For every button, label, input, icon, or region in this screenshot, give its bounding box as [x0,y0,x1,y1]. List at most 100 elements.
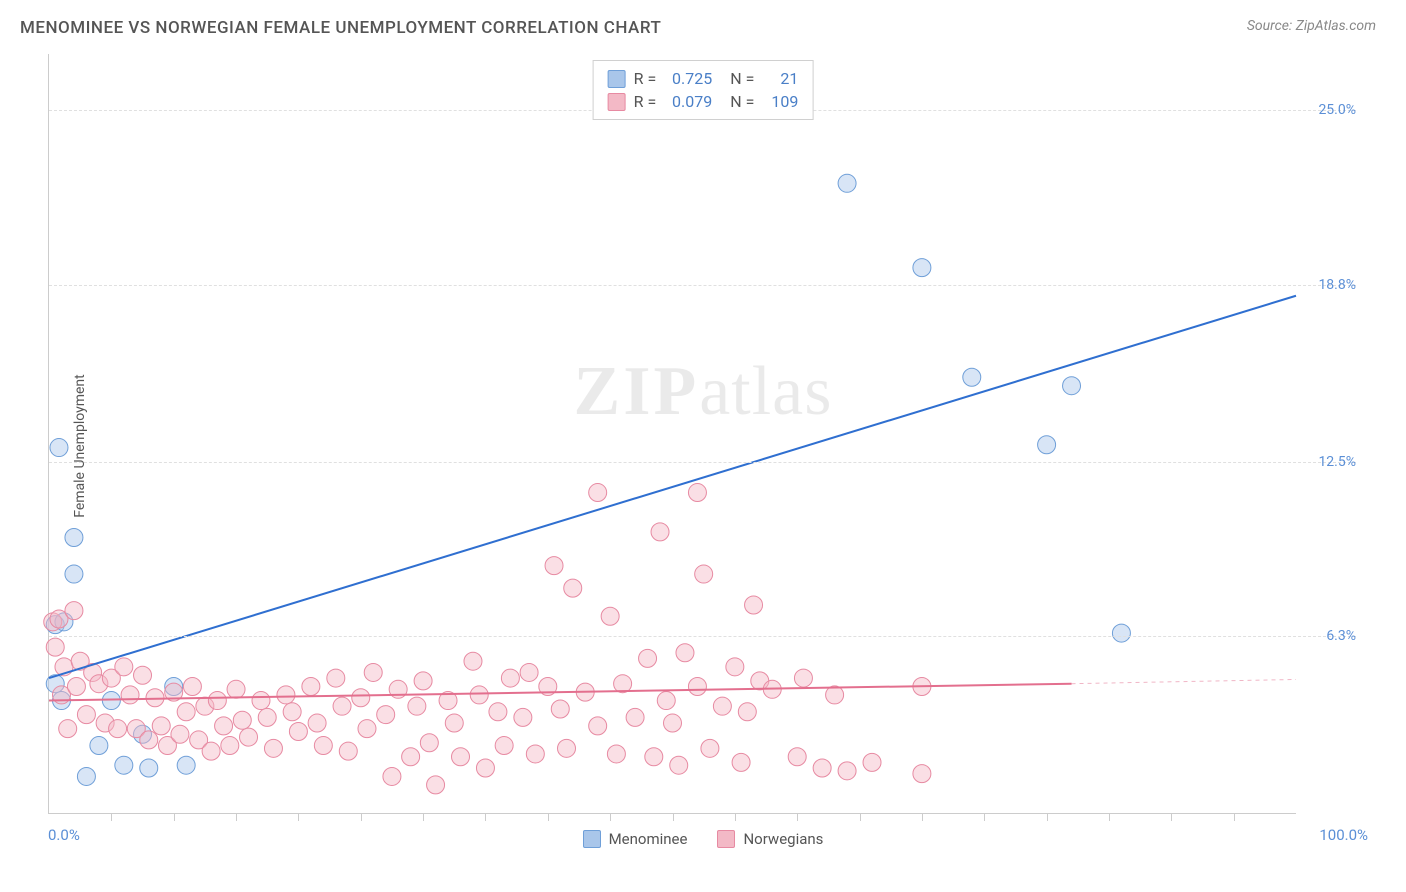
data-point [420,734,438,752]
data-point [171,725,189,743]
x-tick [1109,813,1110,821]
data-point [333,697,351,715]
data-point [688,678,706,696]
data-point [695,565,713,583]
data-point [732,753,750,771]
data-point [495,737,513,755]
data-point [614,675,632,693]
x-tick [673,813,674,821]
data-point [688,484,706,502]
data-point [67,678,85,696]
data-point [1038,436,1056,454]
data-point [414,672,432,690]
x-tick [610,813,611,821]
y-tick-label: 25.0% [1301,102,1356,118]
data-point [713,697,731,715]
gridline [49,285,1356,286]
data-point [302,678,320,696]
gridline [49,636,1356,637]
data-point [476,759,494,777]
data-point [601,607,619,625]
data-point [277,686,295,704]
data-point [470,686,488,704]
n-label: N = [730,92,754,111]
data-point [140,731,158,749]
data-point [115,756,133,774]
x-tick [298,813,299,821]
data-point [745,596,763,614]
data-point [664,714,682,732]
data-point [352,689,370,707]
data-point [46,638,64,656]
data-point [645,748,663,766]
data-point [657,692,675,710]
data-point [152,717,170,735]
data-point [240,728,258,746]
data-point [794,669,812,687]
data-point [134,666,152,684]
data-point [90,737,108,755]
data-point [115,658,133,676]
r-value: 0.079 [664,92,712,111]
data-point [838,762,856,780]
x-tick [797,813,798,821]
data-point [59,720,77,738]
data-point [639,649,657,667]
data-point [233,711,251,729]
data-point [109,720,127,738]
data-point [564,579,582,597]
series-swatch [608,70,626,88]
legend-swatch [717,830,735,848]
data-point [626,708,644,726]
x-tick [111,813,112,821]
y-tick-label: 18.8% [1301,277,1356,293]
data-point [327,669,345,687]
trend-line [49,296,1296,678]
data-point [202,742,220,760]
data-point [863,753,881,771]
data-point [221,737,239,755]
legend-label: Menominee [609,830,688,848]
y-tick-label: 6.3% [1301,628,1356,644]
data-point [464,652,482,670]
legend-label: Norwegians [743,830,823,848]
data-point [227,680,245,698]
data-point [77,706,95,724]
data-point [670,756,688,774]
data-point [252,692,270,710]
data-point [489,703,507,721]
data-point [65,565,83,583]
data-point [383,767,401,785]
x-tick [1047,813,1048,821]
data-point [558,739,576,757]
legend: Menominee Norwegians [0,830,1406,848]
data-point [364,663,382,681]
data-point [177,703,195,721]
legend-swatch [583,830,601,848]
x-tick [1234,813,1235,821]
data-point [501,669,519,687]
data-point [264,739,282,757]
gridline [49,462,1356,463]
data-point [607,745,625,763]
trend-line-extrapolated [1072,679,1296,683]
data-point [1112,624,1130,642]
x-tick [1171,813,1172,821]
data-point [283,703,301,721]
data-point [520,663,538,681]
x-tick [485,813,486,821]
data-point [377,706,395,724]
x-tick [548,813,549,821]
data-point [445,714,463,732]
data-point [314,737,332,755]
data-point [726,658,744,676]
scatter-plot-svg [49,54,1296,813]
data-point [589,484,607,502]
x-tick [361,813,362,821]
n-value: 109 [762,92,798,111]
data-point [215,717,233,735]
data-point [121,686,139,704]
chart-plot-area: 25.0%18.8%12.5%6.3% [48,54,1296,814]
data-point [676,644,694,662]
r-value: 0.725 [664,69,712,88]
